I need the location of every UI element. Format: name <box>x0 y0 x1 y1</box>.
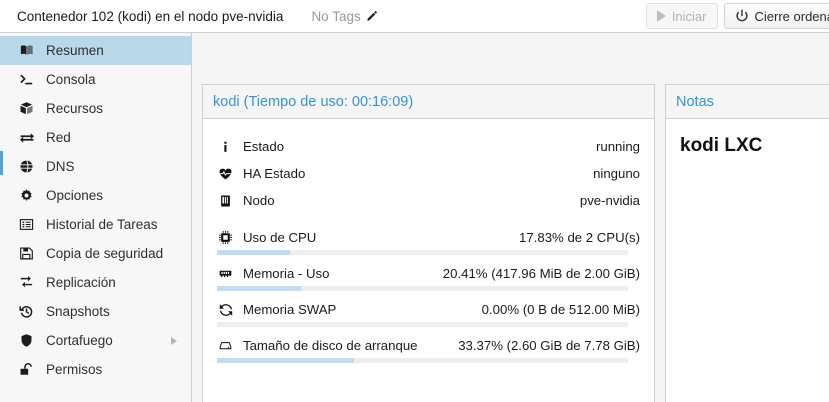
row-ha-estado: HA Estado ninguno <box>217 160 640 187</box>
sidebar-item-dns[interactable]: DNS <box>0 152 191 181</box>
sidebar-item-label: Resumen <box>46 42 104 58</box>
progress-bar-swap <box>217 322 628 327</box>
row-value: pve-nvidia <box>579 193 640 208</box>
status-panel-body: Estado running HA Estado ninguno <box>203 119 654 363</box>
sidebar-item-opciones[interactable]: Opciones <box>0 181 191 210</box>
sidebar-item-cortafuego[interactable]: Cortafuego <box>0 326 191 355</box>
spacer <box>217 214 640 225</box>
shutdown-button[interactable]: Cierre ordena <box>723 3 829 29</box>
sidebar-item-label: Permisos <box>46 361 103 377</box>
sidebar-item-label: Red <box>46 129 71 145</box>
shutdown-button-label: Cierre ordena <box>754 8 829 24</box>
sidebar-item-historial-de-tareas[interactable]: Historial de Tareas <box>0 210 191 239</box>
progress-bar-fill <box>217 286 301 291</box>
row-estado: Estado running <box>217 133 640 160</box>
sidebar-item-permisos[interactable]: Permisos <box>0 355 191 384</box>
status-panel: kodi (Tiempo de uso: 00:16:09) Estado ru… <box>202 84 655 402</box>
sidebar-item-snapshots[interactable]: Snapshots <box>0 297 191 326</box>
content-area: kodi (Tiempo de uso: 00:16:09) Estado ru… <box>192 33 829 402</box>
replication-arrows-icon <box>18 275 35 291</box>
pencil-icon[interactable] <box>365 10 378 23</box>
cpu-chip-icon <box>217 230 234 245</box>
start-button-label: Iniciar <box>671 8 707 24</box>
progress-bar-cpu <box>217 250 628 255</box>
meter-value: 17.83% de 2 CPU(s) <box>519 230 640 245</box>
globe-icon <box>18 159 35 175</box>
sidebar-item-resumen[interactable]: Resumen <box>0 36 191 65</box>
cube-icon <box>18 101 35 117</box>
sidebar-item-consola[interactable]: Consola <box>0 65 191 94</box>
list-icon <box>18 217 35 233</box>
row-value: running <box>596 139 640 154</box>
sidebar-item-label: Recursos <box>46 100 104 116</box>
meter-label: Memoria - Uso <box>243 266 330 281</box>
floppy-disk-icon <box>18 246 35 262</box>
progress-bar-fill <box>217 358 355 363</box>
topbar: Contenedor 102 (kodi) en el nodo pve-nvi… <box>0 0 829 33</box>
server-icon <box>217 193 234 208</box>
info-icon <box>217 139 234 154</box>
sidebar-item-label: Replicación <box>46 274 116 290</box>
sidebar-item-label: Cortafuego <box>46 332 113 348</box>
meter-memory: Memoria - Uso 20.41% (417.96 MiB de 2.00… <box>217 261 640 291</box>
hdd-icon <box>217 338 234 353</box>
row-value: ninguno <box>593 166 640 181</box>
progress-bar-fill <box>217 250 291 255</box>
meter-value: 0.00% (0 B de 512.00 MiB) <box>481 302 640 317</box>
sidebar: Resumen Consola Recursos <box>0 33 192 402</box>
meter-swap: Memoria SWAP 0.00% (0 B de 512.00 MiB) <box>217 297 640 327</box>
terminal-icon <box>18 72 35 88</box>
ram-icon <box>217 266 234 281</box>
row-nodo: Nodo pve-nvidia <box>217 187 640 214</box>
sidebar-item-label: Opciones <box>46 187 104 203</box>
status-panel-header: kodi (Tiempo de uso: 00:16:09) <box>203 85 654 119</box>
sidebar-item-label: Historial de Tareas <box>46 216 158 232</box>
chevron-right-icon <box>171 336 177 345</box>
row-label: HA Estado <box>243 166 306 181</box>
notes-content: kodi LXC <box>680 135 763 156</box>
history-clock-icon <box>18 304 35 320</box>
sidebar-item-label: DNS <box>46 158 75 174</box>
sidebar-item-replicacion[interactable]: Replicación <box>0 268 191 297</box>
power-icon <box>735 9 749 23</box>
row-label: Nodo <box>243 193 275 208</box>
meter-label: Uso de CPU <box>243 230 317 245</box>
book-icon <box>18 43 35 59</box>
sidebar-item-copia-de-seguridad[interactable]: Copia de seguridad <box>0 239 191 268</box>
meter-cpu: Uso de CPU 17.83% de 2 CPU(s) <box>217 225 640 255</box>
meter-value: 20.41% (417.96 MiB de 2.00 GiB) <box>442 266 640 281</box>
network-arrows-icon <box>18 130 35 146</box>
sidebar-item-label: Snapshots <box>46 303 110 319</box>
row-label: Estado <box>243 139 285 154</box>
gear-icon <box>18 188 35 204</box>
unlock-icon <box>18 362 35 378</box>
progress-bar-disk <box>217 358 628 363</box>
sidebar-item-red[interactable]: Red <box>0 123 191 152</box>
progress-bar-memory <box>217 286 628 291</box>
notes-panel-header: Notas <box>666 85 829 119</box>
sidebar-item-label: Copia de seguridad <box>46 245 164 261</box>
meter-disk: Tamaño de disco de arranque 33.37% (2.60… <box>217 333 640 363</box>
notes-panel-body[interactable]: kodi LXC <box>666 119 829 173</box>
shield-icon <box>18 333 35 349</box>
heartbeat-icon <box>217 166 234 181</box>
swap-refresh-icon <box>217 302 234 317</box>
notes-panel: Notas kodi LXC <box>665 84 829 402</box>
sidebar-item-recursos[interactable]: Recursos <box>0 94 191 123</box>
notes-panel-title: Notas <box>676 93 714 110</box>
status-panel-title: kodi (Tiempo de uso: 00:16:09) <box>213 93 414 110</box>
meter-value: 33.37% (2.60 GiB de 7.78 GiB) <box>458 338 640 353</box>
play-icon <box>656 10 666 22</box>
sidebar-item-label: Consola <box>46 71 96 87</box>
meter-label: Tamaño de disco de arranque <box>243 338 418 353</box>
tags-label: No Tags <box>311 8 361 24</box>
topbar-actions: Iniciar Cierre ordena <box>645 3 829 29</box>
meter-label: Memoria SWAP <box>243 302 337 317</box>
page-title: Contenedor 102 (kodi) en el nodo pve-nvi… <box>17 8 284 24</box>
tags-area[interactable]: No Tags <box>311 9 377 24</box>
tree-selection-marker <box>0 151 3 175</box>
start-button[interactable]: Iniciar <box>645 3 718 29</box>
